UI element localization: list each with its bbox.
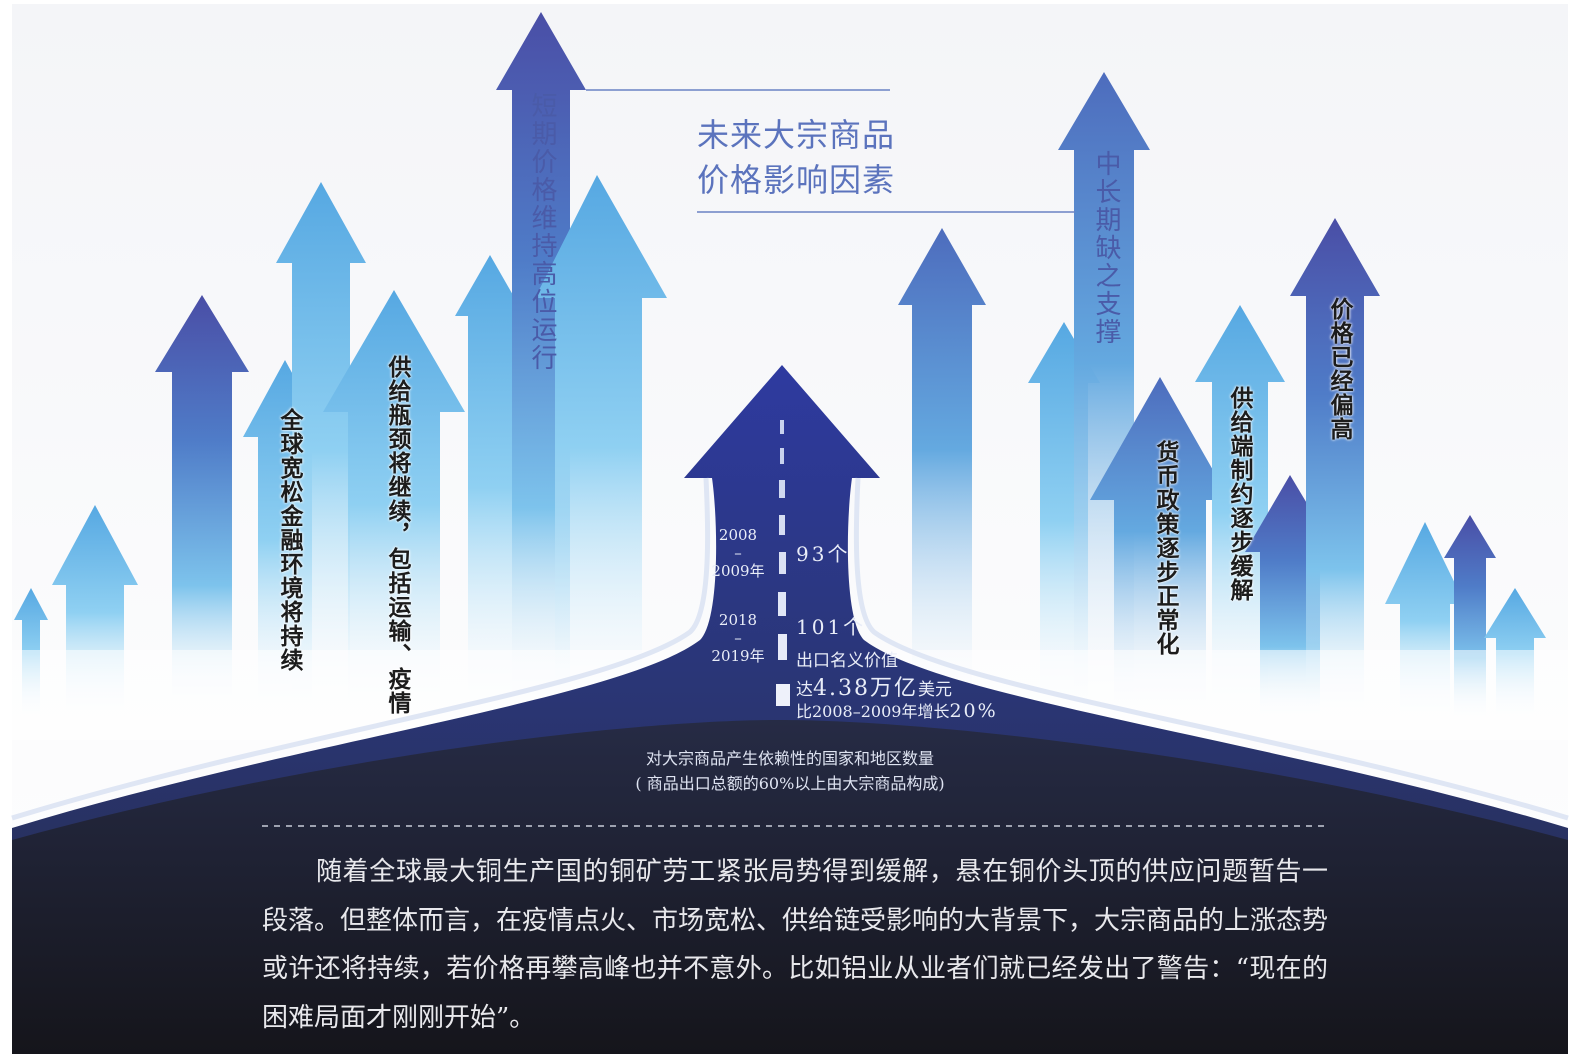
body-paragraph: 随着全球最大铜生产国的铜矿劳工紧张局势得到缓解，悬在铜价头顶的供应问题暂告一段落… bbox=[262, 848, 1328, 1042]
export-unit: 美元 bbox=[918, 680, 952, 700]
caption-line-1: 对大宗商品产生依赖性的国家和地区数量 bbox=[560, 745, 1020, 769]
export-label: 出口名义价值 bbox=[796, 646, 898, 671]
factor-supply-bottleneck: 供给瓶颈将继续，包括运输、疫情 bbox=[380, 355, 414, 715]
period-2008-2009: 2008 – 2009年 bbox=[703, 526, 773, 580]
count-2008-2009: 93个 bbox=[796, 538, 850, 567]
period-2018-2019: 2018 – 2019年 bbox=[703, 611, 773, 665]
factor-loose-financial: 全球宽松金融环境将持续 bbox=[272, 408, 306, 672]
title-line-2: 价格影响因素 bbox=[697, 155, 895, 201]
period1-dash: – bbox=[703, 544, 773, 562]
caption-line-2: ( 商品出口总额的60%以上由大宗商品构成) bbox=[560, 770, 1020, 794]
factor-short-term: 短期价格维持高位运行 bbox=[524, 92, 561, 372]
factor-monetary-policy: 货币政策逐步正常化 bbox=[1148, 440, 1182, 656]
period1-start: 2008 bbox=[703, 526, 773, 544]
title-line-1: 未来大宗商品 bbox=[697, 110, 895, 156]
count-2018-2019: 101个 bbox=[796, 611, 866, 640]
growth-prefix: 比2008–2009年增长 bbox=[796, 702, 949, 721]
growth-line: 比2008–2009年增长20% bbox=[796, 698, 998, 722]
growth-value: 20% bbox=[949, 700, 997, 722]
period1-end: 2009年 bbox=[703, 562, 773, 580]
factor-supply-constraints: 供给端制约逐步缓解 bbox=[1222, 386, 1256, 602]
period2-end: 2019年 bbox=[703, 647, 773, 665]
period2-start: 2018 bbox=[703, 611, 773, 629]
factor-mid-long-term: 中长期缺之支撑 bbox=[1088, 150, 1125, 346]
period2-dash: – bbox=[703, 629, 773, 647]
export-prefix: 达 bbox=[796, 680, 813, 700]
factor-price-high: 价格已经偏高 bbox=[1322, 297, 1356, 441]
